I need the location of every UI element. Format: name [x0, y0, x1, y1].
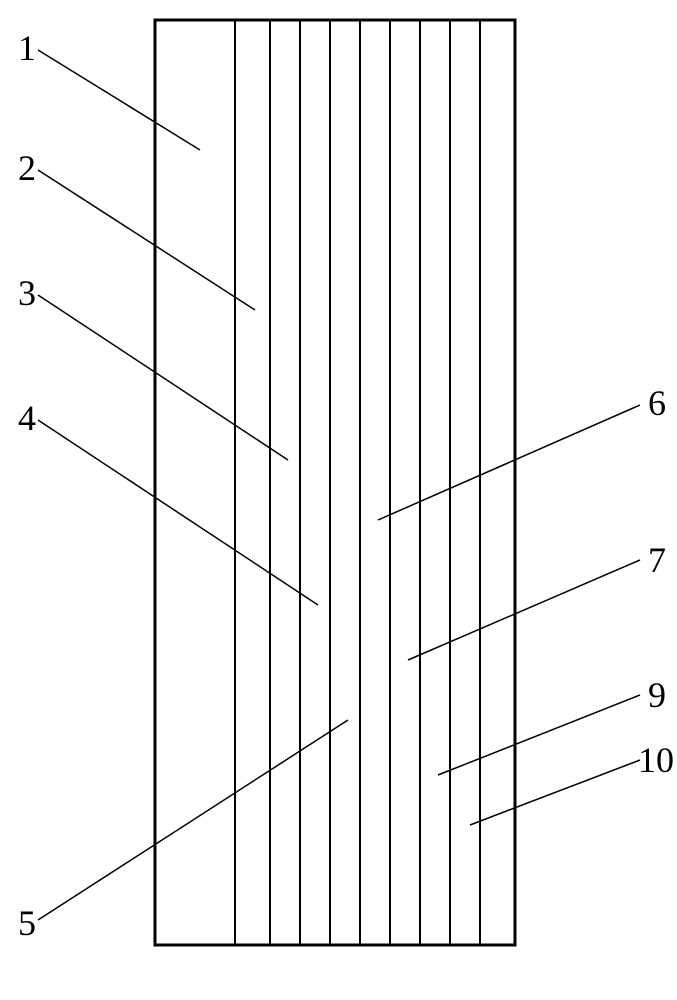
label-7: 7 — [648, 540, 666, 580]
label-1: 1 — [18, 28, 36, 68]
canvas-background — [0, 0, 677, 1000]
label-4: 4 — [18, 398, 36, 438]
label-10: 10 — [638, 740, 674, 780]
layer-diagram: 1 2 3 4 5 6 7 9 10 — [0, 0, 677, 1000]
label-5: 5 — [18, 903, 36, 943]
label-2: 2 — [18, 148, 36, 188]
label-6: 6 — [648, 383, 666, 423]
label-3: 3 — [18, 273, 36, 313]
label-9: 9 — [648, 675, 666, 715]
